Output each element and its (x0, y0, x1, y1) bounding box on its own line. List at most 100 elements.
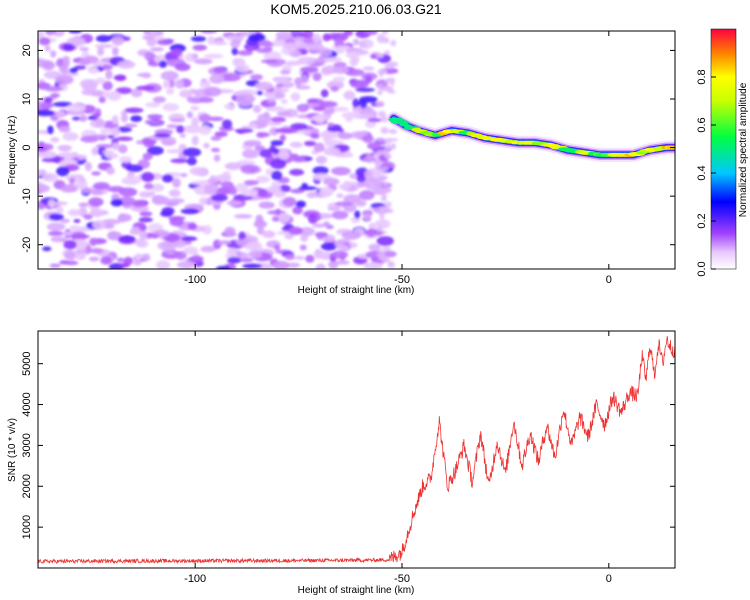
noise-blob (198, 97, 214, 103)
noise-blob (315, 215, 322, 221)
noise-blob (358, 190, 375, 201)
y-tick-label: 2000 (21, 474, 33, 498)
noise-blob (80, 135, 99, 143)
noise-blob (266, 186, 280, 193)
noise-blob (189, 255, 204, 263)
noise-blob (74, 249, 88, 254)
noise-blob (38, 169, 47, 176)
noise-blob (62, 152, 77, 158)
noise-blob (363, 66, 375, 71)
colorbar-gradient (710, 28, 737, 270)
noise-blob (147, 146, 164, 156)
noise-blob (180, 173, 188, 178)
noise-blob (171, 48, 183, 57)
noise-blob (320, 89, 329, 98)
noise-blob (379, 214, 385, 220)
noise-blob (110, 127, 121, 137)
noise-blob (174, 79, 185, 89)
noise-blob (83, 214, 93, 220)
noise-blob (42, 246, 52, 252)
y-tick-label: 0 (21, 145, 33, 151)
noise-blob (130, 226, 141, 236)
noise-blob (359, 38, 374, 49)
noise-blob (290, 49, 302, 58)
noise-blob (63, 240, 77, 250)
noise-blob (255, 175, 270, 184)
noise-blob (215, 265, 231, 269)
noise-blob (94, 43, 114, 49)
noise-blob (388, 128, 398, 134)
noise-blob (323, 146, 341, 156)
noise-blob (298, 226, 315, 237)
noise-blob (342, 180, 351, 191)
noise-blob (62, 55, 71, 64)
noise-blob (296, 103, 309, 113)
noise-blob (300, 74, 309, 84)
noise-blob (377, 110, 387, 118)
noise-blob (67, 208, 81, 217)
noise-blob (322, 132, 333, 143)
noise-blob (301, 182, 308, 188)
noise-blob (262, 230, 276, 239)
noise-blob (315, 263, 326, 269)
noise-blob (291, 156, 306, 163)
noise-blob (381, 230, 387, 235)
noise-blob (134, 253, 143, 261)
noise-blob (154, 129, 174, 135)
noise-blob (166, 88, 175, 95)
noise-blob (263, 51, 282, 62)
noise-blob (306, 191, 316, 199)
noise-blob (138, 230, 148, 240)
noise-blob (50, 236, 67, 242)
noise-blob (55, 110, 66, 119)
noise-blob (126, 164, 144, 173)
noise-blob (95, 77, 106, 84)
noise-blob (102, 81, 113, 91)
noise-blob (199, 80, 211, 89)
noise-blob (200, 245, 216, 253)
colorbar-tick-label: 0.6 (696, 117, 708, 132)
noise-blob (344, 68, 365, 77)
noise-blob (182, 147, 202, 157)
noise-blob (183, 246, 199, 255)
noise-blob (46, 222, 66, 231)
noise-blob (190, 105, 200, 111)
noise-blob (224, 226, 236, 237)
noise-blob (199, 197, 208, 206)
noise-blob (84, 161, 92, 172)
noise-blob (222, 119, 233, 129)
noise-blob (379, 206, 387, 211)
noise-blob (144, 119, 157, 125)
noise-blob (314, 231, 328, 238)
noise-blob (43, 96, 53, 104)
noise-blob (363, 262, 383, 269)
colorbar-label: Normalized spectral amplitude (738, 82, 749, 217)
noise-blob (336, 193, 344, 199)
noise-blob (224, 162, 243, 171)
noise-blob (367, 142, 382, 150)
noise-blob (145, 101, 161, 108)
noise-blob (87, 67, 100, 74)
noise-blob (390, 39, 397, 47)
noise-blob (356, 174, 367, 183)
noise-blob (225, 35, 246, 41)
noise-blob (349, 57, 359, 67)
noise-blob (56, 57, 64, 67)
noise-blob (376, 33, 386, 44)
noise-blob (90, 189, 103, 196)
noise-blob (375, 137, 386, 143)
noise-blob (216, 187, 231, 195)
noise-blob (318, 101, 338, 108)
noise-blob (379, 71, 384, 78)
noise-blob (101, 91, 112, 98)
noise-blob (313, 142, 325, 153)
noise-blob (66, 103, 86, 112)
noise-blob (277, 88, 289, 93)
noise-blob (142, 253, 151, 261)
noise-blob (384, 137, 392, 145)
noise-blob (377, 209, 385, 216)
noise-blob (389, 144, 397, 150)
noise-blob (256, 90, 263, 96)
noise-blob (91, 112, 101, 118)
noise-blob (368, 243, 381, 251)
